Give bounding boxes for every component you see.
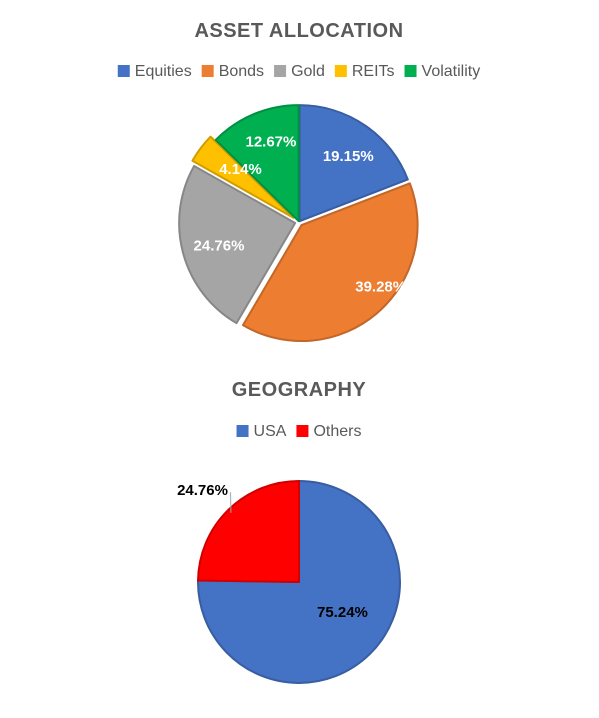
- legend-label-volatility: Volatility: [422, 63, 481, 80]
- legend-label-reits: REITs: [352, 63, 395, 80]
- pie-slice-others: [197, 480, 300, 583]
- data-labels-asset-allocation: 19.15% 39.28% 24.76% 4.14% 12.67%: [194, 134, 406, 296]
- pie-slice-usa: [197, 480, 401, 684]
- data-label-reits: 4.14%: [219, 161, 262, 178]
- legend-swatch-usa: [236, 425, 249, 437]
- chart-title-geography: GEOGRAPHY: [232, 379, 367, 401]
- legend-swatch-reits: [334, 65, 347, 77]
- pie-slice-volatility: [214, 104, 300, 223]
- legend-swatch-others: [296, 425, 309, 437]
- legend-swatch-volatility: [404, 65, 417, 77]
- legend-swatch-equities: [117, 65, 130, 77]
- legend-swatch-bonds: [201, 65, 214, 77]
- data-label-bonds: 39.28%: [355, 279, 406, 296]
- legend-swatch-gold: [274, 65, 287, 77]
- data-label-others: 24.76%: [177, 482, 228, 499]
- data-labels-geography: 75.24% 24.76%: [177, 482, 368, 621]
- data-label-equities: 19.15%: [323, 148, 374, 165]
- data-label-usa: 75.24%: [317, 604, 368, 621]
- geography-chart: GEOGRAPHY USA Others 75.24% 24.76%: [177, 379, 401, 684]
- legend-label-equities: Equities: [135, 63, 192, 80]
- pie-slice-gold: [178, 164, 297, 325]
- legend-label-bonds: Bonds: [219, 63, 264, 80]
- data-label-gold: 24.76%: [194, 238, 245, 255]
- legend-label-usa: USA: [254, 423, 287, 440]
- pie-geography: [197, 480, 401, 684]
- pie-slice-equities: [298, 104, 409, 223]
- legend-label-others: Others: [313, 423, 361, 440]
- data-label-volatility: 12.67%: [245, 134, 296, 151]
- legend-label-gold: Gold: [291, 63, 325, 80]
- legend-geography: USA Others: [236, 423, 361, 440]
- asset-allocation-chart: ASSET ALLOCATION Equities Bonds Gold REITs V…: [117, 20, 481, 343]
- chart-title-asset-allocation: ASSET ALLOCATION: [194, 20, 403, 42]
- pie-slice-bonds: [241, 182, 419, 343]
- pie-asset-allocation: [178, 104, 419, 343]
- legend-asset-allocation: Equities Bonds Gold REITs Volatility: [117, 63, 481, 80]
- pie-slice-reits: [191, 135, 295, 219]
